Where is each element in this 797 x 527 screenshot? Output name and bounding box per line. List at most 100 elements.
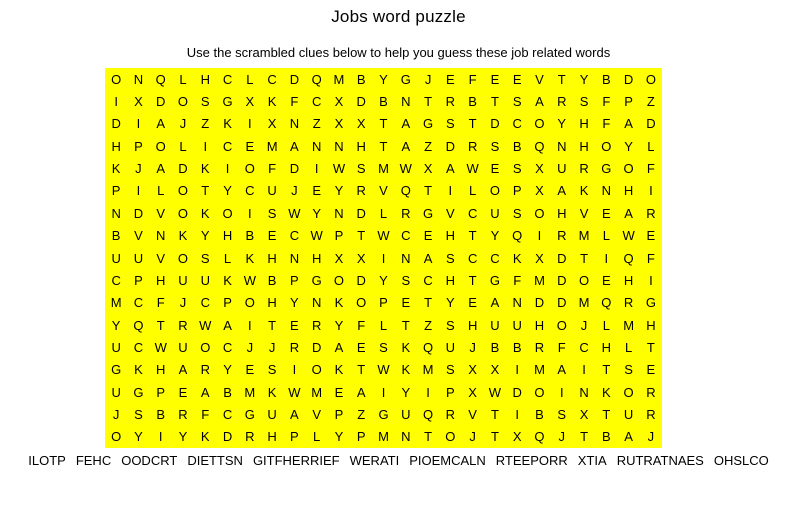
grid-cell[interactable]: D xyxy=(557,295,567,311)
grid-cell[interactable]: Y xyxy=(334,429,344,445)
grid-cell[interactable]: O xyxy=(534,116,545,132)
grid-cell[interactable]: I xyxy=(292,362,297,378)
grid-cell[interactable]: M xyxy=(578,295,590,311)
grid-cell[interactable]: X xyxy=(535,183,544,199)
grid-cell[interactable]: I xyxy=(649,272,653,288)
grid-cell[interactable]: Q xyxy=(534,429,545,445)
grid-cell[interactable]: P xyxy=(134,138,143,154)
grid-cell[interactable]: M xyxy=(534,362,545,378)
grid-cell[interactable]: C xyxy=(222,407,233,423)
grid-cell[interactable]: J xyxy=(424,71,432,87)
grid-cell[interactable]: K xyxy=(178,228,188,244)
grid-cell[interactable]: N xyxy=(401,429,411,445)
grid-cell[interactable]: H xyxy=(267,250,277,266)
grid-cell[interactable]: Y xyxy=(223,183,232,199)
grid-cell[interactable]: Q xyxy=(311,71,322,87)
grid-cell[interactable]: H xyxy=(267,429,277,445)
grid-cell[interactable]: X xyxy=(334,250,344,266)
grid-cell[interactable]: W xyxy=(243,272,256,288)
grid-cell[interactable]: M xyxy=(534,272,545,288)
grid-cell[interactable]: L xyxy=(602,317,610,333)
grid-cell[interactable]: Y xyxy=(134,429,143,445)
grid-cell[interactable]: T xyxy=(468,116,477,132)
grid-cell[interactable]: T xyxy=(602,407,611,423)
grid-cell[interactable]: U xyxy=(490,205,500,221)
grid-cell[interactable]: E xyxy=(512,71,522,87)
grid-cell[interactable]: S xyxy=(446,362,455,378)
grid-cell[interactable]: O xyxy=(311,362,322,378)
grid-cell[interactable]: R xyxy=(401,205,411,221)
grid-cell[interactable]: J xyxy=(469,339,476,355)
grid-cell[interactable]: Z xyxy=(312,116,321,132)
grid-cell[interactable]: D xyxy=(111,116,121,132)
grid-cell[interactable]: U xyxy=(401,407,411,423)
grid-cell[interactable]: N xyxy=(579,384,589,400)
grid-cell[interactable]: O xyxy=(177,250,189,266)
grid-cell[interactable]: R xyxy=(178,317,188,333)
grid-cell[interactable]: X xyxy=(535,161,544,177)
grid-cell[interactable]: M xyxy=(378,161,389,177)
grid-cell[interactable]: P xyxy=(134,272,143,288)
grid-cell[interactable]: D xyxy=(512,384,522,400)
grid-cell[interactable]: D xyxy=(557,250,567,266)
grid-cell[interactable]: L xyxy=(223,250,232,266)
grid-cell[interactable]: U xyxy=(557,161,567,177)
grid-cell[interactable]: Y xyxy=(557,116,567,132)
grid-cell[interactable]: F xyxy=(156,295,165,311)
grid-cell[interactable]: Y xyxy=(379,71,388,87)
grid-cell[interactable]: B xyxy=(156,407,166,423)
grid-cell[interactable]: W xyxy=(466,161,479,177)
grid-cell[interactable]: P xyxy=(334,228,344,244)
grid-cell[interactable]: Z xyxy=(424,138,433,154)
grid-cell[interactable]: G xyxy=(601,161,612,177)
grid-cell[interactable]: H xyxy=(557,205,567,221)
grid-cell[interactable]: S xyxy=(446,317,455,333)
grid-cell[interactable]: Z xyxy=(357,407,366,423)
grid-cell[interactable]: N xyxy=(401,94,411,110)
grid-cell[interactable]: F xyxy=(557,339,566,355)
grid-cell[interactable]: T xyxy=(490,429,499,445)
grid-cell[interactable]: Q xyxy=(400,183,411,199)
grid-cell[interactable]: G xyxy=(244,407,255,423)
grid-cell[interactable]: Y xyxy=(178,429,188,445)
grid-cell[interactable]: H xyxy=(623,272,634,288)
grid-cell[interactable]: U xyxy=(267,407,277,423)
grid-cell[interactable]: F xyxy=(290,94,299,110)
grid-cell[interactable]: D xyxy=(490,116,500,132)
grid-cell[interactable]: X xyxy=(468,384,477,400)
grid-cell[interactable]: N xyxy=(289,116,300,132)
grid-cell[interactable]: I xyxy=(225,161,230,177)
grid-cell[interactable]: D xyxy=(356,272,366,288)
grid-cell[interactable]: X xyxy=(134,94,143,110)
grid-cell[interactable]: S xyxy=(401,272,411,288)
grid-cell[interactable]: H xyxy=(267,295,277,311)
grid-cell[interactable]: L xyxy=(179,71,187,87)
grid-cell[interactable]: X xyxy=(356,250,366,266)
grid-cell[interactable]: A xyxy=(290,138,299,154)
grid-cell[interactable]: R xyxy=(557,228,567,244)
grid-cell[interactable]: H xyxy=(356,138,366,154)
grid-cell[interactable]: Q xyxy=(623,250,634,266)
grid-cell[interactable]: C xyxy=(512,116,522,132)
grid-cell[interactable]: Y xyxy=(334,317,344,333)
grid-cell[interactable]: J xyxy=(647,429,655,445)
grid-cell[interactable]: N xyxy=(111,205,121,221)
grid-cell[interactable]: A xyxy=(356,384,366,400)
grid-cell[interactable]: I xyxy=(515,362,520,378)
grid-cell[interactable]: E xyxy=(290,317,299,333)
grid-cell[interactable]: W xyxy=(488,384,502,400)
grid-cell[interactable]: P xyxy=(156,384,166,400)
grid-cell[interactable]: C xyxy=(133,295,144,311)
grid-cell[interactable]: C xyxy=(200,295,210,311)
grid-cell[interactable]: A xyxy=(401,116,411,132)
grid-cell[interactable]: J xyxy=(268,339,276,355)
grid-cell[interactable]: U xyxy=(267,183,277,199)
grid-cell[interactable]: I xyxy=(604,250,609,266)
grid-cell[interactable]: E xyxy=(601,272,611,288)
grid-cell[interactable]: A xyxy=(334,339,344,355)
grid-cell[interactable]: R xyxy=(289,339,300,355)
grid-cell[interactable]: L xyxy=(379,317,388,333)
grid-cell[interactable]: D xyxy=(534,295,545,311)
grid-cell[interactable]: E xyxy=(178,384,188,400)
grid-cell[interactable]: G xyxy=(489,272,500,288)
